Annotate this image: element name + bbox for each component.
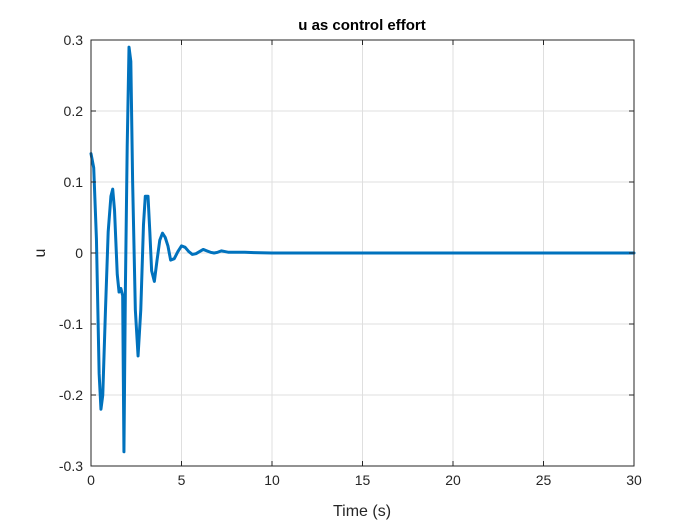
y-tick-label: 0.3 [64,32,84,48]
x-tick-label: 15 [355,472,371,488]
y-axis-label: u [32,249,49,258]
y-tick-label: 0.1 [64,174,84,190]
x-tick-label: 0 [87,472,95,488]
y-tick-label: -0.3 [59,458,83,474]
x-tick-label: 10 [264,472,280,488]
y-tick-label: -0.2 [59,387,83,403]
chart-title: u as control effort [298,17,426,34]
x-tick-label: 30 [626,472,642,488]
x-axis-label: Time (s) [333,503,391,520]
series-line [89,45,636,454]
y-tick-label: -0.1 [59,316,83,332]
y-tick-label: 0.2 [64,103,84,119]
x-tick-label: 5 [178,472,186,488]
x-tick-label: 25 [536,472,552,488]
ticks [90,39,635,467]
y-tick-label: 0 [75,245,83,261]
x-tick-label: 20 [445,472,461,488]
y-tick-labels: -0.3 -0.2 -0.1 0 0.1 0.2 0.3 [59,32,83,474]
series-layer [89,45,636,454]
x-tick-labels: 0 5 10 15 20 25 30 [87,472,642,488]
